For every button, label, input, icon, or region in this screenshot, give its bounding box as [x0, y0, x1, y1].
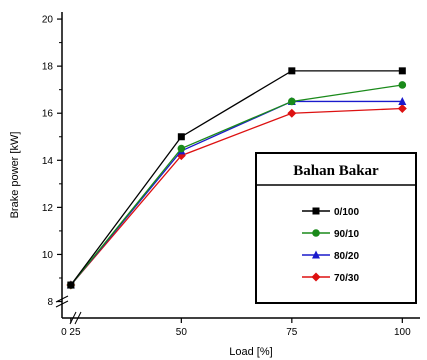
x-tick-label: 100	[394, 327, 411, 338]
data-point	[288, 98, 296, 106]
data-point	[67, 282, 74, 289]
data-point	[178, 133, 185, 140]
y-tick-label: 10	[42, 250, 54, 261]
y-tick-label: 18	[42, 62, 54, 73]
y-tick-label: 12	[42, 203, 54, 214]
legend: Bahan Bakar 0/100 90/10 80/20 70/30	[256, 153, 416, 303]
data-point	[399, 67, 406, 74]
x-ticks: 0 25 50 75 100	[61, 318, 411, 338]
data-point	[288, 67, 295, 74]
legend-swatch-marker	[312, 229, 320, 237]
data-point	[287, 109, 296, 118]
legend-title: Bahan Bakar	[293, 163, 379, 179]
x-tick-label: 75	[286, 327, 298, 338]
data-point	[178, 145, 186, 153]
y-axis-label: Brake power [kW]	[9, 132, 21, 219]
data-point	[398, 104, 407, 113]
y-tick-label: 16	[42, 109, 54, 120]
y-tick-label: 14	[42, 156, 54, 167]
y-ticks: 8 10 12 14 16 18 20	[42, 0, 62, 308]
legend-label: 0/100	[334, 207, 359, 218]
x-axis-label: Load [%]	[229, 346, 272, 358]
y-tick-label: 8	[47, 297, 53, 308]
y-tick-label: 20	[42, 15, 54, 26]
x-tick-label: 0 25	[61, 327, 81, 338]
x-tick-label: 50	[176, 327, 188, 338]
legend-label: 70/30	[334, 273, 359, 284]
legend-swatch-marker	[313, 208, 320, 215]
legend-label: 80/20	[334, 251, 359, 262]
data-point	[399, 81, 407, 89]
legend-label: 90/10	[334, 229, 359, 240]
